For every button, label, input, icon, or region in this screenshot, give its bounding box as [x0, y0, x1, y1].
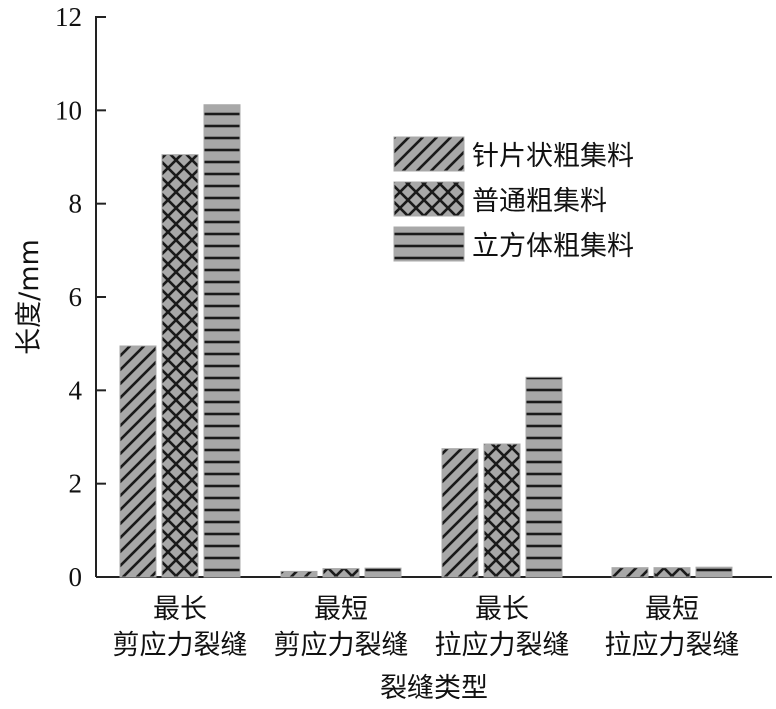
bar-diagonal	[441, 448, 479, 578]
y-tick-label: 6	[69, 282, 83, 312]
y-tick-label: 2	[69, 469, 83, 499]
y-tick-label: 4	[69, 375, 83, 405]
legend-swatch-horizontal	[393, 226, 465, 262]
x-category-label: 最短	[645, 594, 699, 625]
bar-horizontal	[525, 376, 563, 578]
legend-label: 立方体粗集料	[472, 231, 634, 262]
y-axis-ticks: 0 2 4 6 8 10 12	[55, 2, 106, 592]
x-category-label: 剪应力裂缝	[113, 630, 248, 661]
legend-label: 普通粗集料	[472, 186, 607, 217]
y-tick-label: 8	[69, 189, 83, 219]
bar-horizontal	[364, 567, 402, 578]
x-category-label: 拉应力裂缝	[605, 630, 740, 661]
legend-label: 针片状粗集料	[472, 141, 634, 172]
x-category-label: 最长	[475, 594, 529, 625]
bar-crosshatch	[483, 443, 521, 578]
x-category-label: 剪应力裂缝	[274, 630, 409, 661]
y-tick-label: 0	[69, 562, 83, 592]
y-axis-title: 长度/mm	[14, 239, 45, 355]
bar-crosshatch	[653, 567, 691, 578]
x-axis-title: 裂缝类型	[380, 673, 488, 704]
bars	[119, 104, 733, 578]
bar-crosshatch	[161, 154, 199, 578]
y-tick-label: 10	[55, 95, 82, 125]
bar-crosshatch	[322, 568, 360, 578]
x-category-label: 最长	[153, 594, 207, 625]
bar-horizontal	[695, 566, 733, 578]
legend-swatch-diagonal	[393, 136, 465, 172]
y-tick-label: 12	[55, 2, 82, 32]
x-category-label: 最短	[314, 594, 368, 625]
legend-swatch-crosshatch	[393, 181, 465, 217]
bar-diagonal	[611, 567, 649, 578]
x-category-label: 拉应力裂缝	[435, 630, 570, 661]
bar-horizontal	[203, 104, 241, 578]
bar-diagonal	[119, 345, 157, 578]
bar-diagonal	[280, 570, 318, 578]
